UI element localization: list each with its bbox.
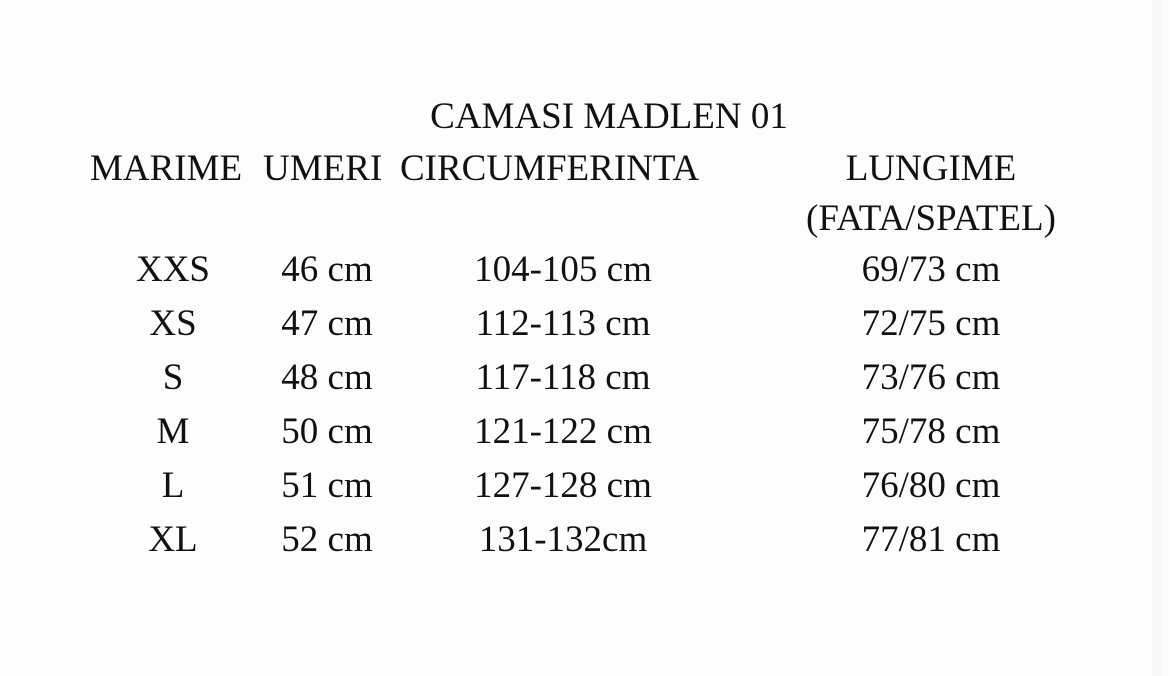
cell-shoulders: 48 cm [281, 357, 373, 398]
cell-length: 69/73 cm [861, 249, 1001, 290]
cell-shoulders: 50 cm [281, 411, 373, 452]
cell-shoulders: 46 cm [281, 249, 373, 290]
cell-size: XXS [135, 249, 211, 290]
cell-circumference: 117-118 cm [475, 357, 651, 398]
cell-length: 77/81 cm [861, 519, 1001, 560]
cell-size: M [156, 411, 190, 452]
cell-size: L [161, 465, 185, 506]
cell-circumference: 131-132cm [478, 519, 648, 560]
cell-shoulders: 51 cm [281, 465, 373, 506]
header-circumference: CIRCUMFERINTA [400, 148, 700, 189]
cell-length: 73/76 cm [861, 357, 1001, 398]
cell-length: 72/75 cm [861, 303, 1001, 344]
right-edge-strip [1152, 0, 1162, 676]
cell-circumference: 112-113 cm [475, 303, 651, 344]
header-length: LUNGIME [845, 148, 1017, 189]
chart-title: CAMASI MADLEN 01 [430, 96, 788, 137]
cell-circumference: 104-105 cm [474, 249, 652, 290]
cell-shoulders: 47 cm [281, 303, 373, 344]
cell-size: XL [148, 519, 198, 560]
cell-shoulders: 52 cm [281, 519, 373, 560]
header-size: MARIME [90, 148, 243, 189]
cell-size: S [162, 357, 184, 398]
cell-size: XS [149, 303, 197, 344]
cell-circumference: 121-122 cm [474, 411, 652, 452]
header-shoulders: UMERI [263, 148, 383, 189]
cell-length: 76/80 cm [861, 465, 1001, 506]
cell-circumference: 127-128 cm [474, 465, 652, 506]
cell-length: 75/78 cm [861, 411, 1001, 452]
header-length-sub: (FATA/SPATEL) [806, 198, 1056, 239]
